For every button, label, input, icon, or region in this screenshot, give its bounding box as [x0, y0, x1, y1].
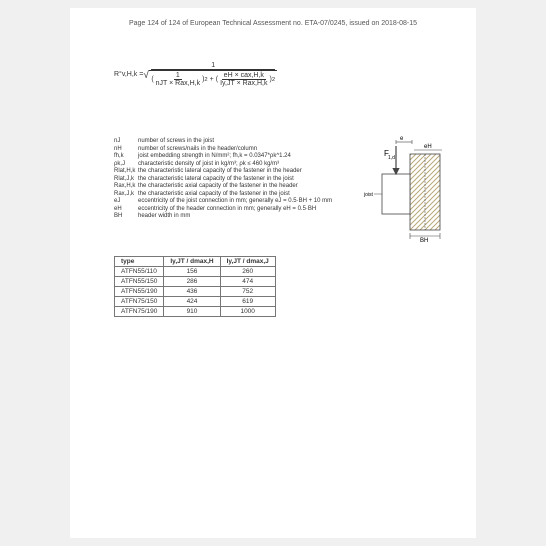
def-symbol: Rlat,J,k	[114, 176, 138, 184]
table-cell: ATFN55/110	[115, 267, 164, 277]
table-header: type	[115, 257, 164, 267]
definitions-list: nJnumber of screws in the joistnHnumber …	[114, 138, 334, 221]
definition-row: Rax,H,kthe characteristic axial capacity…	[114, 183, 334, 191]
def-symbol: fh,k	[114, 153, 138, 161]
term2-num: eH × cax,H,k	[222, 72, 266, 80]
def-text: joist embedding strength in N/mm²; fh,k …	[138, 153, 334, 161]
def-text: number of screws/nails in the header/col…	[138, 146, 334, 154]
connection-diagram: F 1,d e eH BH joist	[356, 134, 452, 242]
formula-lhs: R°v,H,k =	[114, 71, 143, 78]
definition-row: Rlat,J,kthe characteristic lateral capac…	[114, 176, 334, 184]
exp2: 2	[272, 77, 275, 83]
eh-label: eH	[424, 144, 432, 150]
table-header: Iy,JT / dmax,H	[164, 257, 220, 267]
table-cell: 436	[164, 287, 220, 297]
def-text: eccentricity of the joist connection in …	[138, 198, 334, 206]
formula: R°v,H,k = 1 ( 1 nJT × Rax,H,k )2 + ( eH …	[114, 62, 279, 87]
def-text: the characteristic axial capacity of the…	[138, 191, 334, 199]
sqrt: ( 1 nJT × Rax,H,k )2 + ( eH × cax,H,k Iy…	[149, 70, 277, 87]
table-cell: 286	[164, 277, 220, 287]
table-cell: ATFN55/190	[115, 287, 164, 297]
def-text: eccentricity of the header connection in…	[138, 206, 334, 214]
table-cell: ATFN55/150	[115, 277, 164, 287]
definition-row: eJeccentricity of the joist connection i…	[114, 198, 334, 206]
definition-row: nHnumber of screws/nails in the header/c…	[114, 146, 334, 154]
joist-label: joist	[363, 192, 374, 198]
formula-main-fraction: 1 ( 1 nJT × Rax,H,k )2 + ( eH × cax,H,k …	[147, 62, 279, 87]
table-row: ATFN75/150424619	[115, 297, 276, 307]
definition-row: BHheader width in mm	[114, 213, 334, 221]
document-page: Page 124 of 124 of European Technical As…	[70, 8, 476, 538]
page-header: Page 124 of 124 of European Technical As…	[70, 8, 476, 27]
def-text: number of screws in the joist	[138, 138, 334, 146]
def-symbol: Rlat,H,k	[114, 168, 138, 176]
term1-num: 1	[174, 72, 182, 80]
ej-label: e	[400, 136, 404, 142]
table-row: ATFN55/150286474	[115, 277, 276, 287]
table-cell: 619	[220, 297, 275, 307]
definition-row: ρk,Jcharacteristic density of joist in k…	[114, 161, 334, 169]
definition-row: nJnumber of screws in the joist	[114, 138, 334, 146]
definition-row: fh,kjoist embedding strength in N/mm²; f…	[114, 153, 334, 161]
def-symbol: nH	[114, 146, 138, 154]
formula-denominator: ( 1 nJT × Rax,H,k )2 + ( eH × cax,H,k Iy…	[147, 70, 279, 87]
def-symbol: eJ	[114, 198, 138, 206]
term1-den: nJT × Rax,H,k	[154, 80, 202, 87]
table-cell: 424	[164, 297, 220, 307]
def-symbol: nJ	[114, 138, 138, 146]
table-cell: ATFN75/190	[115, 307, 164, 317]
def-symbol: BH	[114, 213, 138, 221]
table-row: ATFN75/1909101000	[115, 307, 276, 317]
table-cell: ATFN75/150	[115, 297, 164, 307]
table-cell: 156	[164, 267, 220, 277]
term2-den: Iy,JT × Rax,H,k	[218, 80, 269, 87]
def-symbol: eH	[114, 206, 138, 214]
definition-row: Rlat,H,kthe characteristic lateral capac…	[114, 168, 334, 176]
bh-label: BH	[420, 238, 428, 242]
def-text: characteristic density of joist in kg/m³…	[138, 161, 334, 169]
formula-numerator: 1	[151, 62, 275, 70]
svg-text:1,d: 1,d	[388, 155, 395, 161]
table-header-row: typeIy,JT / dmax,HIy,JT / dmax,J	[115, 257, 276, 267]
table-row: ATFN55/110156260	[115, 267, 276, 277]
def-text: the characteristic lateral capacity of t…	[138, 176, 334, 184]
table-cell: 474	[220, 277, 275, 287]
table-cell: 1000	[220, 307, 275, 317]
def-symbol: ρk,J	[114, 161, 138, 169]
definition-row: Rax,J,kthe characteristic axial capacity…	[114, 191, 334, 199]
properties-table: typeIy,JT / dmax,HIy,JT / dmax,J ATFN55/…	[114, 256, 276, 317]
def-text: the characteristic lateral capacity of t…	[138, 168, 334, 176]
table-header: Iy,JT / dmax,J	[220, 257, 275, 267]
def-symbol: Rax,H,k	[114, 183, 138, 191]
definition-row: eHeccentricity of the header connection …	[114, 206, 334, 214]
table-row: ATFN55/190436752	[115, 287, 276, 297]
def-text: header width in mm	[138, 213, 334, 221]
table-cell: 752	[220, 287, 275, 297]
table-cell: 260	[220, 267, 275, 277]
def-symbol: Rax,J,k	[114, 191, 138, 199]
def-text: the characteristic axial capacity of the…	[138, 183, 334, 191]
table-cell: 910	[164, 307, 220, 317]
